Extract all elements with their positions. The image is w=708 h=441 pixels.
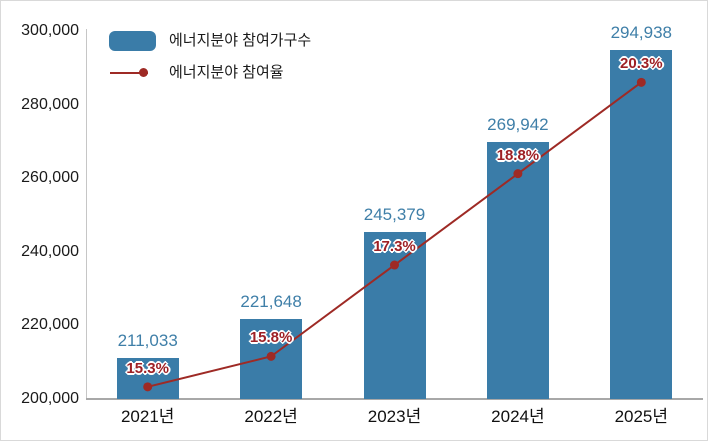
x-axis-label: 2024년 xyxy=(491,407,545,426)
bar-2025년 xyxy=(610,49,673,399)
percent-label: 17.3% xyxy=(373,238,416,256)
x-axis-label: 2021년 xyxy=(120,407,175,426)
y-axis-tick-label: 260,000 xyxy=(21,169,79,187)
legend-label-rate: 에너지분야 참여율 xyxy=(169,64,284,81)
bar-value-label: 211,033 xyxy=(117,331,178,351)
y-axis-line xyxy=(86,29,87,399)
y-axis-tick-label: 200,000 xyxy=(21,390,79,407)
y-axis-tick-label: 300,000 xyxy=(21,22,79,39)
percent-label: 15.3% xyxy=(126,359,169,377)
legend-label-households: 에너지분야 참여가구수 xyxy=(169,32,312,49)
percent-label: 20.3% xyxy=(620,55,663,73)
y-axis-tick-label: 220,000 xyxy=(21,316,79,334)
x-axis-label: 2025년 xyxy=(614,407,669,426)
bar-value-label: 221,648 xyxy=(240,292,302,312)
percent-label: 18.8% xyxy=(496,146,540,164)
bar-2024년 xyxy=(486,141,549,399)
bar-value-label: 269,942 xyxy=(487,114,549,134)
bar-value-label: 294,938 xyxy=(610,22,673,42)
percent-label: 15.8% xyxy=(249,329,293,347)
x-axis-line xyxy=(86,398,703,400)
line-swatch-icon xyxy=(110,72,148,74)
bar-swatch-icon xyxy=(109,31,156,51)
x-axis-label: 2023년 xyxy=(367,407,422,426)
y-axis-tick-label: 240,000 xyxy=(21,242,79,260)
line-dot-icon xyxy=(139,68,148,77)
y-axis-tick-label: 280,000 xyxy=(21,95,79,113)
bar-value-label: 245,379 xyxy=(363,205,426,224)
x-axis-label: 2022년 xyxy=(244,407,298,426)
